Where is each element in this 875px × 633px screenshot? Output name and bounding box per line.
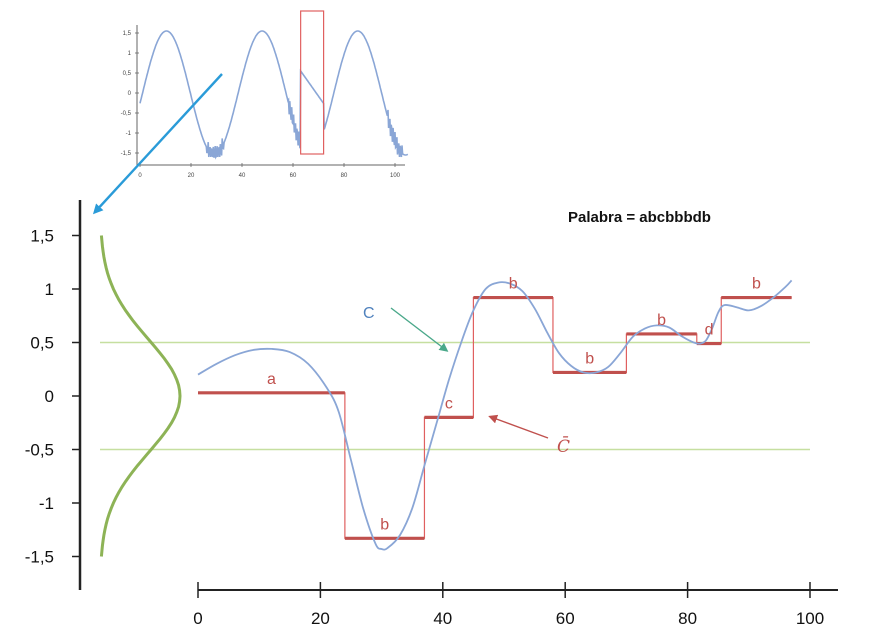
inset-y-tick-label: 0 <box>128 91 132 97</box>
x-tick-label: 100 <box>796 609 824 628</box>
time-series-c <box>197 279 793 551</box>
inset-x-tick-label: 100 <box>390 173 401 179</box>
x-tick-label: 40 <box>433 609 452 628</box>
inset-y-tick-label: -1,5 <box>121 151 132 157</box>
inset-y-tick-label: -1 <box>126 131 132 137</box>
inset-x-ticks: 0 20 40 60 80 100 <box>138 163 401 179</box>
y-tick-label: 1,5 <box>30 227 54 246</box>
inset-x-tick-label: 40 <box>239 173 246 179</box>
inset-time-series <box>139 30 409 160</box>
y-tick-label: 1 <box>45 280 54 299</box>
curve-pointer-arrow <box>390 307 449 352</box>
y-ticks: 1,5 1 0,5 0 -0,5 -1 -1,5 <box>25 227 80 567</box>
inset-x-tick-label: 20 <box>188 173 195 179</box>
y-tick-label: -0,5 <box>25 441 54 460</box>
y-tick-label: -1 <box>39 494 54 513</box>
x-tick-label: 60 <box>556 609 575 628</box>
inset-y-tick-label: -0,5 <box>121 111 132 117</box>
inset-x-tick-label: 60 <box>290 173 297 179</box>
segment-symbol: d <box>705 322 714 339</box>
x-tick-label: 80 <box>678 609 697 628</box>
inset-x-tick-label: 0 <box>138 173 142 179</box>
segment-symbol: b <box>657 312 666 329</box>
y-tick-label: 0,5 <box>30 334 54 353</box>
segment-symbol: b <box>509 276 518 293</box>
segment-symbols: a b c b b b d b <box>267 276 761 534</box>
segment-symbol: c <box>445 395 453 412</box>
segment-symbol: b <box>380 516 389 533</box>
segment-symbol: b <box>585 350 594 367</box>
x-ticks: 0 20 40 60 80 100 <box>193 582 824 628</box>
curve-label: C <box>363 305 375 322</box>
inset-y-tick-label: 1,5 <box>123 31 132 37</box>
zoom-arrow <box>92 73 223 215</box>
x-tick-label: 20 <box>311 609 330 628</box>
x-tick-label: 0 <box>193 609 202 628</box>
main-plot: 1,5 1 0,5 0 -0,5 -1 -1,5 0 20 40 60 80 100 a b c b b b d b <box>25 200 838 628</box>
inset-selected-window <box>300 10 325 155</box>
y-tick-label: 0 <box>45 387 54 406</box>
inset-x-tick-label: 80 <box>341 173 348 179</box>
inset-plot: 1,5 1 0,5 0 -0,5 -1 -1,5 0 20 40 60 80 100 <box>121 10 409 179</box>
segment-symbol: a <box>267 371 276 388</box>
approx-label: C̄ <box>557 435 570 457</box>
y-tick-label: -1,5 <box>25 548 54 567</box>
inset-y-ticks: 1,5 1 0,5 0 -0,5 -1 -1,5 <box>121 31 139 157</box>
inset-y-tick-label: 1 <box>128 51 132 57</box>
gaussian-curve <box>99 235 182 557</box>
word-label: Palabra = abcbbbdb <box>568 209 711 226</box>
inset-y-tick-label: 0,5 <box>123 71 132 77</box>
segment-symbol: b <box>752 276 761 293</box>
approx-pointer-arrow <box>488 414 549 439</box>
